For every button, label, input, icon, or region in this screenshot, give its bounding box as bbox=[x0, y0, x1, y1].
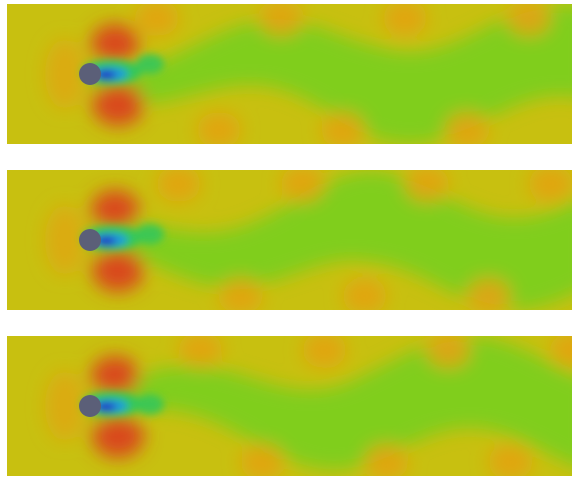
vorticity-field bbox=[45, 4, 572, 144]
cylinder bbox=[79, 63, 101, 85]
cylinder bbox=[79, 229, 101, 251]
flow-panel-1 bbox=[7, 4, 572, 144]
vorticity-field bbox=[45, 170, 572, 310]
cylinder bbox=[79, 395, 101, 417]
vorticity-field bbox=[45, 336, 572, 476]
flow-panel-2 bbox=[7, 170, 572, 310]
flow-panel-3 bbox=[7, 336, 572, 476]
